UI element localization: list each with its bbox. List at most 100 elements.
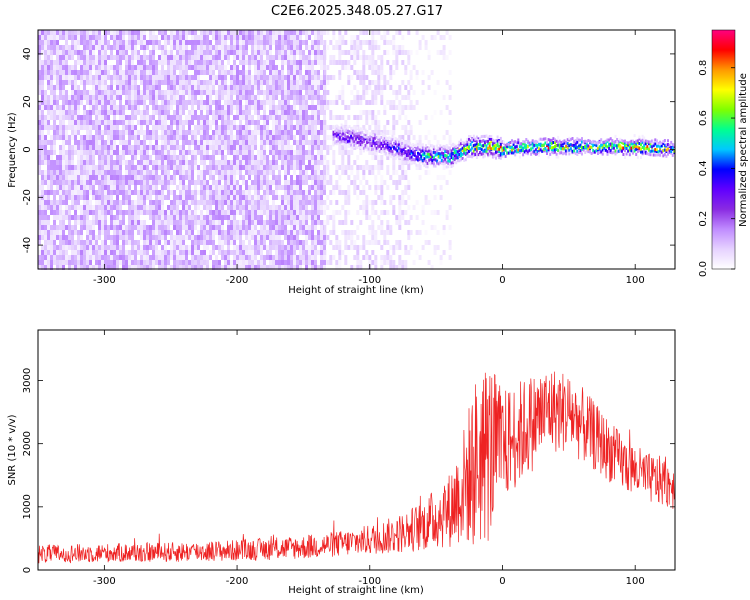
spectrogram-cell [251,225,254,230]
spectrogram-cell [47,245,50,250]
spectrogram-cell [41,110,44,115]
spectrogram-cell [383,130,387,135]
spectrogram-cell [98,135,101,140]
spectrogram-cell [203,70,206,75]
spectrogram-cell [164,235,167,240]
spectrogram-cell [53,35,56,40]
spectrogram-cell [230,70,233,75]
spectrogram-cell [395,215,399,220]
spectrogram-cell [230,40,233,45]
spectrogram-cell [80,175,83,180]
spectrogram-cell [317,200,320,205]
spectrogram-cell [260,75,263,80]
spectrogram-cell [233,75,236,80]
spectrogram-cell [212,185,215,190]
spectrogram-cell [182,235,185,240]
spectrogram-cell [95,175,98,180]
spectrogram-cell [374,265,378,270]
spectrogram-cell [266,170,269,175]
spectrogram-cell [86,60,89,65]
spectrogram-cell [131,205,134,210]
spectrogram-cell [194,135,197,140]
spectrogram-cell [170,30,173,35]
spectrogram-cell [80,185,83,190]
spectrogram-cell [170,65,173,70]
spectrogram-cell [182,30,185,35]
spectrogram-cell [436,245,440,250]
spectrogram-cell [143,150,146,155]
spectrogram-cell [119,150,122,155]
spectrogram-cell [314,80,317,85]
spectrogram-cell [254,200,257,205]
spectrogram-cell [188,175,191,180]
spectrogram-cell [293,50,296,55]
spectrogram-cell [59,205,62,210]
spectrogram-cell [302,145,305,150]
spectrogram-cell [380,180,384,185]
spectrogram-cell [185,140,188,145]
spectrogram-cell [245,110,248,115]
spectrogram-cell [149,120,152,125]
spectrogram-cell [371,120,375,125]
spectrogram-cell [371,70,375,75]
spectrogram-cell [74,245,77,250]
spectrogram-cell [167,210,170,215]
spectrogram-cell [176,170,179,175]
spectrogram-cell [47,110,50,115]
spectrogram-cell [320,100,323,105]
spectrogram-cell [269,60,272,65]
spectrogram-cell [299,40,302,45]
spectrogram-cell [206,45,209,50]
spectrogram-cell [200,195,203,200]
spectrogram-cell [119,185,122,190]
spectrogram-cell [98,180,101,185]
spectrogram-cell [323,230,327,235]
spectrogram-cell [278,30,281,35]
spectrogram-cell [176,65,179,70]
spectrogram-cell [131,95,134,100]
spectrogram-cell [284,130,287,135]
spectrogram-cell [326,160,330,165]
spectrogram-cell [326,170,330,175]
spectrogram-cell [215,215,218,220]
spectrogram-cell [125,185,128,190]
spectrogram-cell [107,45,110,50]
spectrogram-cell [227,255,230,260]
spectrogram-cell [95,30,98,35]
spectrogram-cell [404,250,408,255]
spectrogram-cell [442,165,446,170]
spectrogram-cell [71,245,74,250]
spectrogram-cell [44,230,47,235]
spectrogram-cell [89,45,92,50]
spectrogram-cell [224,215,227,220]
spectrogram-cell [323,115,326,120]
spectrogram-cell [98,205,101,210]
spectrogram-cell [164,120,167,125]
spectrogram-cell [116,205,119,210]
spectrogram-cell [101,115,104,120]
spectrogram-cell [179,185,182,190]
spectrogram-cell [197,165,200,170]
spectrogram-cell [380,90,384,95]
spectrogram-cell [251,200,254,205]
spectrogram-cell [149,240,152,245]
spectrogram-cell [59,115,62,120]
spectrogram-cell [302,160,305,165]
spectrogram-cell [439,195,443,200]
spectrogram-cell [182,100,185,105]
spectrogram-cell [77,85,80,90]
spectrogram-cell [344,190,348,195]
spectrogram-cell [119,155,122,160]
spectrogram-cell [260,235,263,240]
spectrogram-cell [233,190,236,195]
spectrogram-cell [230,260,233,265]
spectrogram-cell [407,80,411,85]
spectrogram-cell [218,85,221,90]
spectrogram-cell [221,155,224,160]
spectrogram-cell [56,65,59,70]
spectrogram-cell [95,110,98,115]
spectrogram-cell [203,120,206,125]
spectrogram-cell [242,175,245,180]
spectrogram-cell [119,35,122,40]
spectrogram-cell [341,90,345,95]
